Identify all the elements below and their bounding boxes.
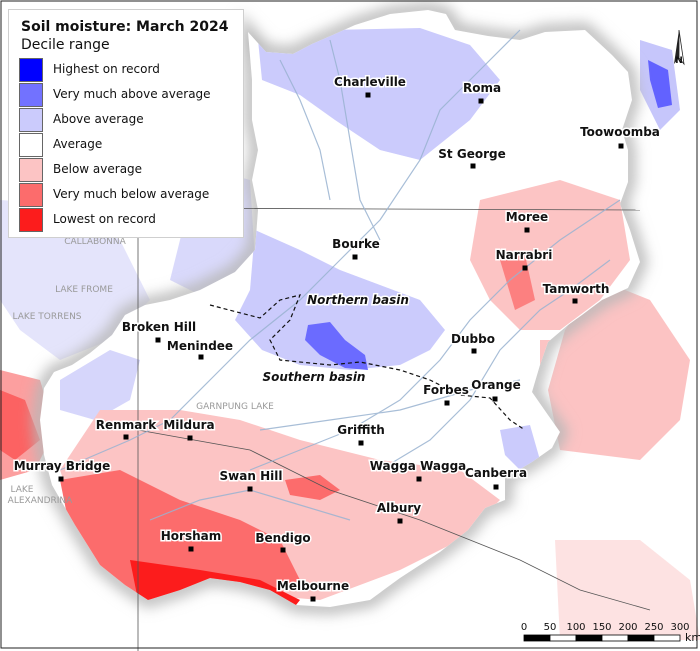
legend-swatch [19, 133, 43, 157]
legend-swatch [19, 83, 43, 107]
lake-label: CALLABONNA [64, 237, 126, 247]
town-marker [365, 92, 371, 98]
town-label: Roma [463, 81, 501, 95]
legend-label: Highest on record [53, 62, 160, 76]
lake-label: LAKE TORRENS [12, 312, 81, 322]
town-label: Murray Bridge [14, 459, 111, 473]
town-marker [310, 596, 316, 602]
town-marker [187, 435, 193, 441]
town-marker [618, 143, 624, 149]
town-label: Narrabri [496, 248, 553, 262]
scale-segment [601, 634, 629, 642]
town-label: Dubbo [451, 332, 495, 346]
town-label: Canberra [465, 466, 527, 480]
town-label: Bourke [332, 237, 380, 251]
town-label: Orange [471, 378, 521, 392]
scale-tick-label: 50 [544, 622, 557, 633]
scale-segment [653, 634, 681, 642]
map-title: Soil moisture: March 2024 [21, 19, 229, 35]
town-label: Toowoomba [580, 125, 660, 139]
town-label: Mildura [163, 418, 214, 432]
scale-segment [549, 634, 577, 642]
scale-tick-label: 200 [618, 622, 637, 633]
town-marker [471, 348, 477, 354]
legend-swatch [19, 183, 43, 207]
town-label: St George [438, 147, 505, 161]
north-label: N [675, 56, 683, 66]
scale-unit: km [685, 631, 700, 644]
town-marker [198, 354, 204, 360]
scale-segment [523, 634, 551, 642]
town-label: Albury [377, 501, 421, 515]
lake-label-layer: CALLABONNA LAKE FROME LAKE TORRENS GARNPUNG… [8, 237, 274, 506]
legend-label: Lowest on record [53, 212, 156, 226]
town-marker [444, 400, 450, 406]
town-marker [358, 440, 364, 446]
scale-tick-label: 100 [566, 622, 585, 633]
town-label: Renmark [96, 418, 157, 432]
town-marker [155, 337, 161, 343]
scale-tick-label: 250 [644, 622, 663, 633]
town-label: Griffith [337, 423, 385, 437]
town-label: Charleville [334, 75, 406, 89]
basin-label-layer: Northern basin Southern basin [261, 292, 410, 386]
town-label: Broken Hill [122, 320, 196, 334]
town-label: Bendigo [255, 531, 310, 545]
scale-bar: 0 50 100 150 200 250 300 km [521, 622, 700, 644]
north-arrow: N [674, 29, 685, 66]
town-marker [522, 265, 528, 271]
rivers [59, 29, 621, 521]
town-marker [188, 546, 194, 552]
town-marker [280, 547, 286, 553]
town-label: Swan Hill [220, 469, 283, 483]
town-label: Melbourne [277, 579, 349, 593]
scale-segment [575, 634, 603, 642]
town-marker [58, 476, 64, 482]
legend-label: Very much above average [53, 87, 211, 101]
legend-swatch [19, 58, 43, 82]
scale-tick-label: 300 [670, 622, 689, 633]
town-label: Tamworth [543, 282, 610, 296]
town-marker [123, 434, 129, 440]
town-marker [352, 254, 358, 260]
town-marker [524, 227, 530, 233]
lake-label: LAKE [11, 485, 34, 495]
lake-label: ALEXANDRINA [8, 496, 73, 506]
basin-divider [209, 294, 526, 431]
town-marker [397, 518, 403, 524]
legend-swatch [19, 108, 43, 132]
legend-label: Very much below average [53, 187, 210, 201]
town-marker [416, 476, 422, 482]
town-label: Horsham [161, 529, 222, 543]
scale-tick-label: 150 [592, 622, 611, 633]
town-marker [493, 484, 499, 490]
legend-label: Below average [53, 162, 143, 176]
legend-label: Above average [53, 112, 144, 126]
legend-subtitle: Decile range [21, 37, 110, 53]
legend-box: Soil moisture: March 2024 Decile range H… [8, 9, 244, 238]
basin-label: Southern basin [263, 370, 366, 384]
lake-label: LAKE FROME [55, 285, 113, 295]
town-label: Moree [506, 210, 548, 224]
town-marker [247, 486, 253, 492]
town-label: Menindee [167, 339, 233, 353]
scale-tick-label: 0 [521, 622, 527, 633]
legend-label: Average [53, 137, 103, 151]
basin-label: Northern basin [307, 293, 409, 307]
town-layer: Charleville Roma Toowoomba St George Moree Bo… [12, 74, 661, 602]
town-marker [478, 98, 484, 104]
town-label: Wagga Wagga [370, 459, 467, 473]
town-label: Forbes [423, 383, 469, 397]
lake-label: GARNPUNG LAKE [196, 402, 274, 412]
scale-segment [627, 634, 655, 642]
town-marker [470, 163, 476, 169]
town-marker [572, 298, 578, 304]
legend-swatch [19, 208, 43, 232]
legend-swatch [19, 158, 43, 182]
town-marker [492, 396, 498, 402]
